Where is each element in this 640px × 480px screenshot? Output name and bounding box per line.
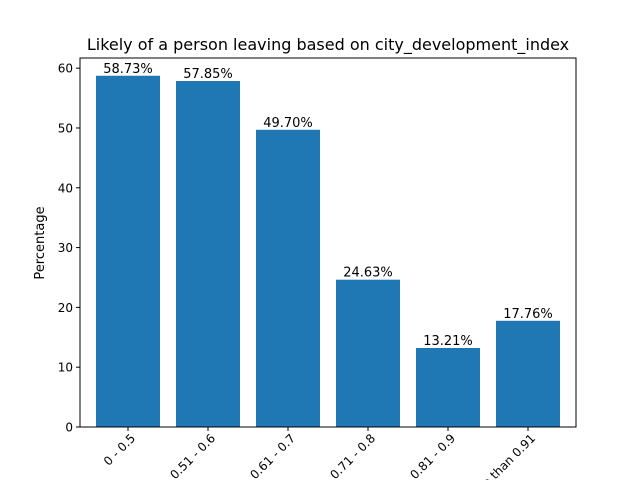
x-tick-label-0: 0 - 0.5	[101, 431, 138, 468]
y-tick-label-3: 30	[58, 241, 73, 255]
bar-3	[336, 279, 400, 427]
bar-value-label-1: 57.85%	[183, 67, 233, 82]
y-tick-label-1: 10	[58, 361, 73, 375]
y-tick-label-0: 0	[65, 421, 73, 435]
y-tick-label-4: 40	[58, 181, 73, 195]
x-tick-label-4: 0.81 - 0.9	[407, 431, 458, 480]
bar-0	[96, 75, 160, 427]
y-tick-label-5: 50	[58, 121, 73, 135]
x-tick-label-1: 0.51 - 0.6	[167, 431, 218, 480]
bar-value-label-4: 13.21%	[423, 334, 473, 349]
bar-value-label-0: 58.73%	[103, 62, 153, 77]
x-tick-label-2: 0.61 - 0.7	[247, 431, 298, 480]
y-tick-label-2: 20	[58, 301, 73, 315]
bar-2	[256, 129, 320, 427]
bar-4	[416, 348, 480, 427]
y-tick-label-6: 60	[58, 62, 73, 76]
bar-value-label-5: 17.76%	[503, 307, 553, 322]
y-axis-label: Percentage	[33, 206, 48, 279]
x-tick-label-5: More than 0.91	[464, 431, 539, 480]
bar-1	[176, 81, 240, 427]
plot-area: 58.73% 0 - 0.5 57.85% 0.51 - 0.6 49.70% 0.61 …	[58, 57, 577, 480]
chart-title: Likely of a person leaving based on city…	[87, 35, 569, 55]
bar-value-label-3: 24.63%	[343, 266, 393, 281]
axes-frame	[79, 57, 577, 428]
bar-5	[496, 320, 560, 427]
bar-value-label-2: 49.70%	[263, 116, 313, 131]
x-tick-label-3: 0.71 - 0.8	[327, 431, 378, 480]
